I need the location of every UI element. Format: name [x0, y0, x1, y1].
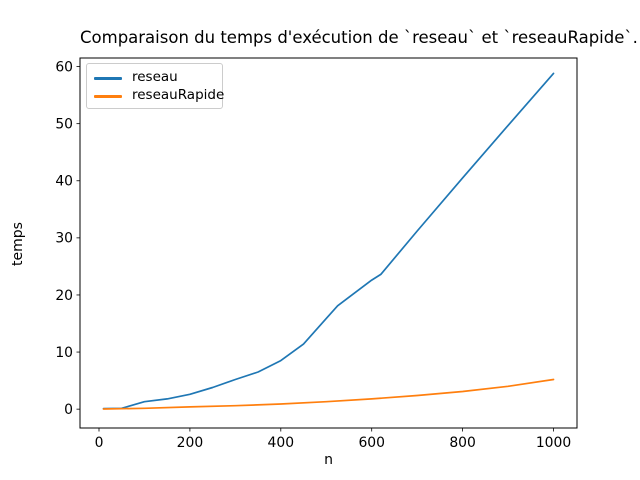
y-tick-label: 60: [55, 59, 73, 75]
legend-label-reseau: reseau: [132, 69, 178, 86]
y-tick-label: 20: [55, 288, 73, 304]
legend-item-reseau: reseau: [94, 69, 222, 87]
axes-spines: [79, 57, 578, 429]
legend: reseau reseauRapide: [86, 63, 225, 109]
y-tick-label: 0: [64, 402, 73, 418]
legend-line-sample-reseau: [94, 76, 122, 80]
legend-label-reseaurapide: reseauRapide: [132, 87, 225, 104]
legend-item-reseaurapide: reseauRapide: [94, 87, 225, 105]
y-tick-label: 10: [55, 345, 73, 361]
legend-line-sample-reseaurapide: [94, 94, 122, 98]
x-tick-label: 1000: [536, 435, 571, 451]
y-tick-label: 30: [55, 231, 73, 247]
y-axis-label: temps: [10, 222, 26, 266]
x-tick-label: 600: [358, 435, 385, 451]
x-tick-label: 400: [268, 435, 295, 451]
series-line-reseau: [102, 72, 555, 410]
y-tick-label: 40: [55, 174, 73, 190]
x-tick-label: 800: [449, 435, 476, 451]
x-axis-label: n: [324, 452, 333, 468]
chart-title: Comparaison du temps d'exécution de `res…: [80, 28, 638, 47]
y-tick-label: 50: [55, 116, 73, 132]
x-tick-label: 200: [177, 435, 204, 451]
x-tick-label: 0: [95, 435, 104, 451]
series-line-reseauRapide: [102, 378, 555, 410]
